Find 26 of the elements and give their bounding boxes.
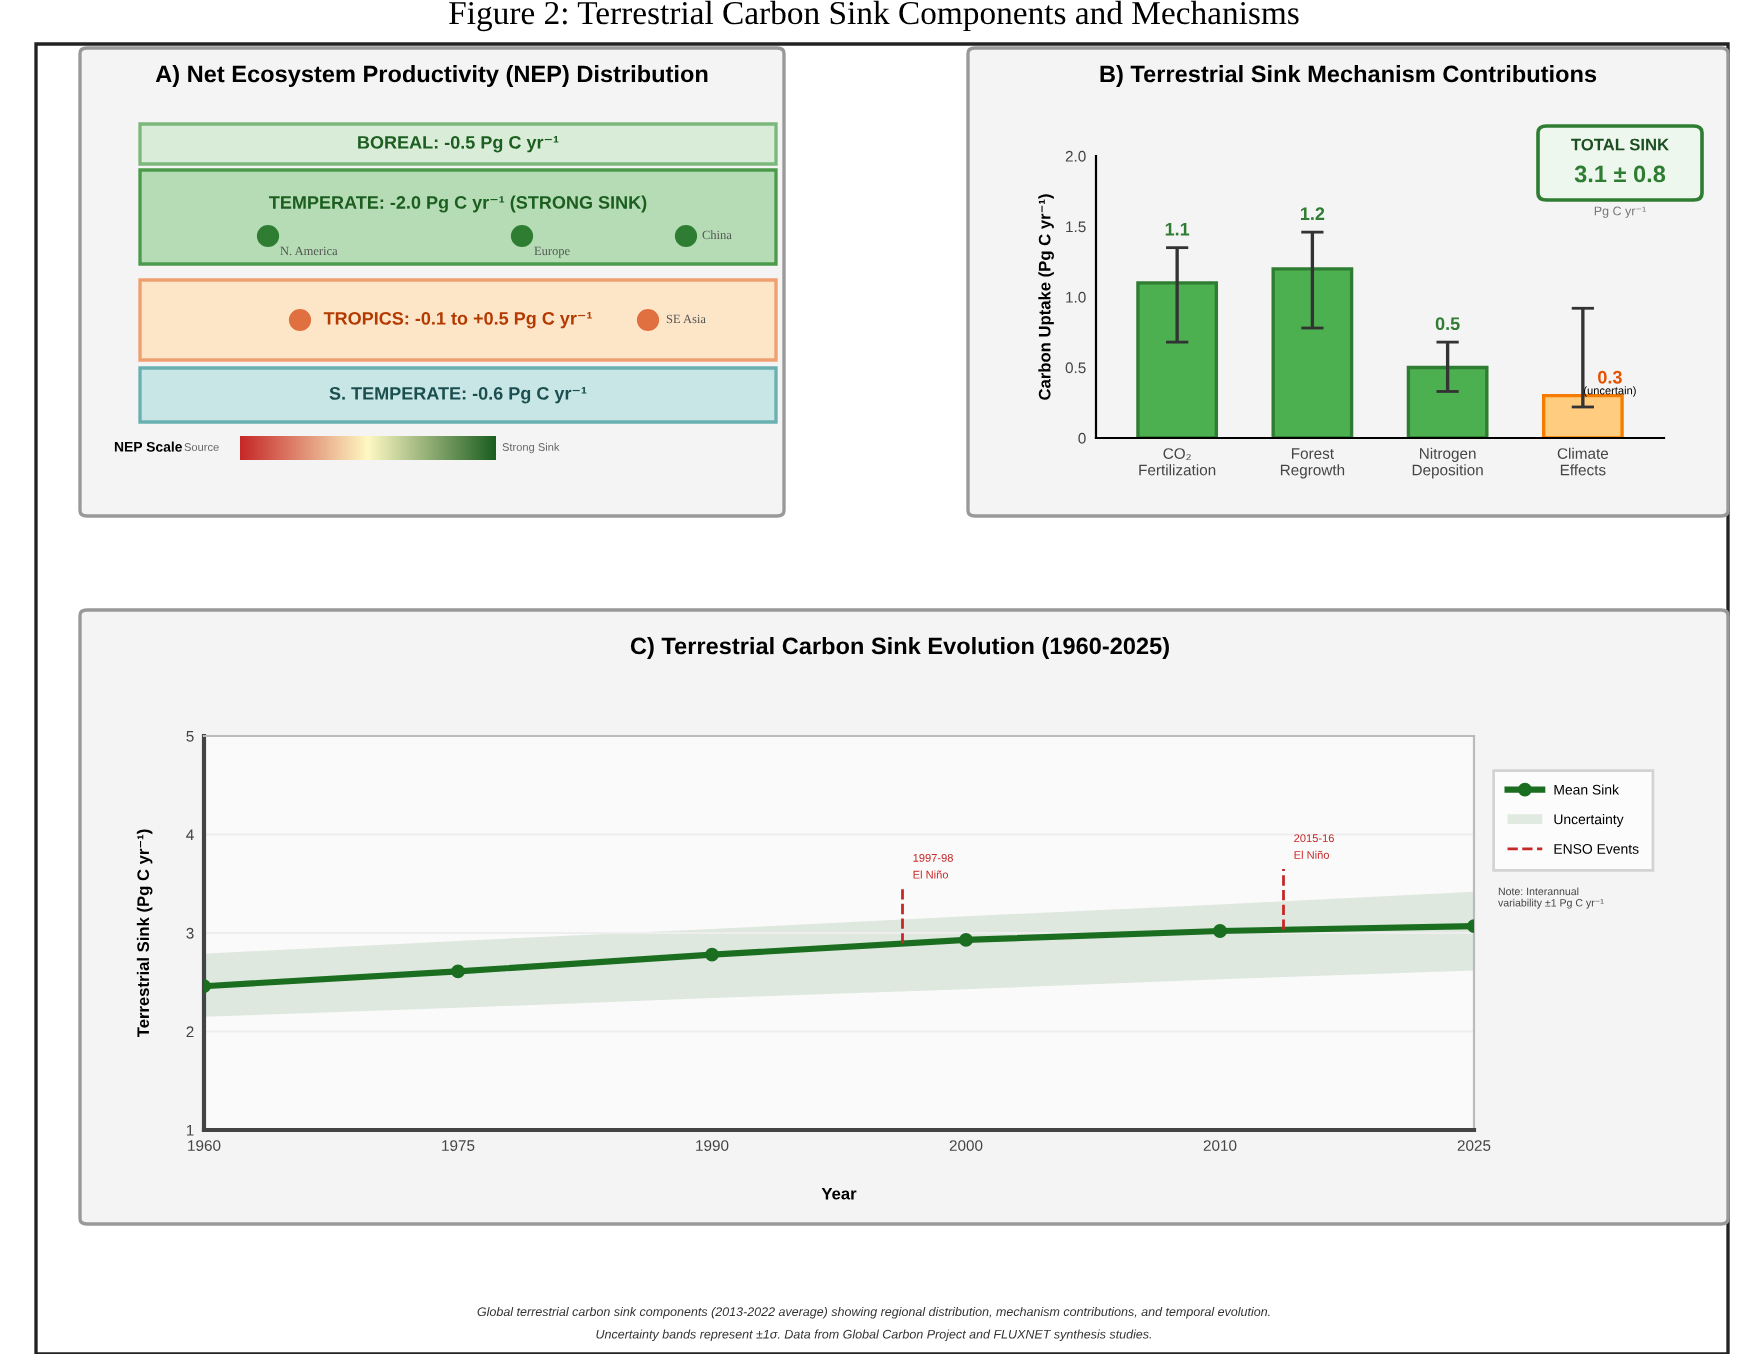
data-label: 0.5 <box>1435 317 1460 331</box>
bar <box>1406 365 1489 438</box>
annotation: 3.1 ± 0.8 <box>1574 165 1666 183</box>
y-axis-title: Terrestrial Sink (Pg C yr⁻¹) <box>136 829 153 1038</box>
text: A) Net Ecosystem Productivity (NEP) Distribution <box>155 65 708 88</box>
point <box>705 947 719 962</box>
line-series <box>204 919 1474 994</box>
bar <box>1541 394 1624 438</box>
category-label: TEMPERATE: -2.0 Pg C yr⁻¹ (STRONG SINK) <box>269 195 647 213</box>
y-axis-title: Carbon Uptake (Pg C yr⁻¹) <box>1038 194 1054 400</box>
chart-title: B) Terrestrial Sink Mechanism Contributions <box>1100 65 1597 88</box>
point <box>1213 924 1227 938</box>
bar <box>1271 267 1354 438</box>
point <box>451 964 465 979</box>
data-label: 1.2 <box>1300 207 1325 220</box>
chart-title: C) Terrestrial Carbon Sink Evolution (1960-2025) <box>630 636 1169 659</box>
data-label: 0.3 <box>1598 370 1622 384</box>
caption: Figure 2: Terrestrial Carbon Sink Components and Mechanisms <box>449 0 1299 32</box>
text: TOTAL SINK <box>1571 138 1669 151</box>
category-label: TROPICS: -0.1 to +0.5 Pg C yr⁻¹ <box>323 311 592 329</box>
category-label: BOREAL: -0.5 Pg C yr⁻¹ <box>358 135 559 153</box>
bar <box>1136 281 1219 438</box>
category-label: S. TEMPERATE: -0.6 Pg C yr⁻¹ <box>329 386 587 404</box>
point <box>959 932 973 947</box>
data-label: 1.1 <box>1165 222 1190 236</box>
x-axis-title: Year <box>821 1187 857 1200</box>
